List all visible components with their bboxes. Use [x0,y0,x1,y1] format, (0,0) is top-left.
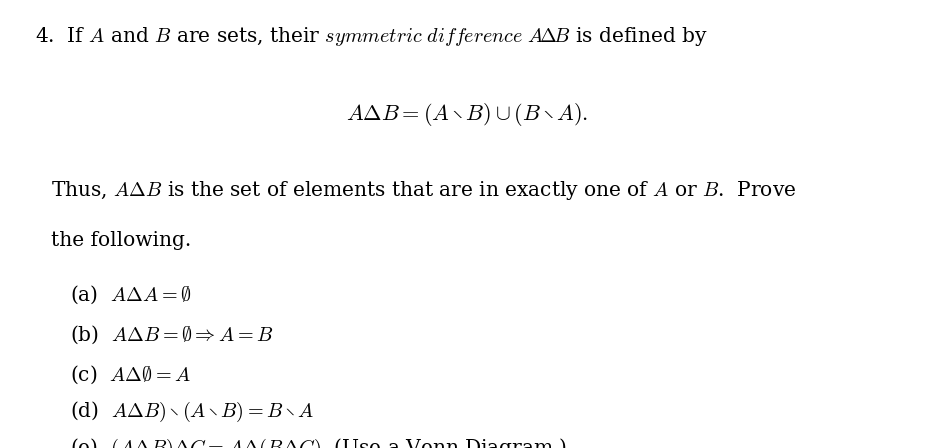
Text: Thus, $A\Delta B$ is the set of elements that are in exactly one of $A$ or $B$. : Thus, $A\Delta B$ is the set of elements… [51,179,797,202]
Text: (e)  $(A\Delta B)\Delta C = A\Delta(B\Delta C)$  (Use a Venn Diagram.): (e) $(A\Delta B)\Delta C = A\Delta(B\Del… [70,437,567,448]
Text: (c)  $A\Delta\emptyset = A$: (c) $A\Delta\emptyset = A$ [70,364,191,386]
Text: 4.  If $\mathit{A}$ and $\mathit{B}$ are sets, their $\mathit{symmetric\ differe: 4. If $\mathit{A}$ and $\mathit{B}$ are … [35,25,708,47]
Text: (d)  $A\Delta B) \setminus (A \setminus B) = B \setminus A$: (d) $A\Delta B) \setminus (A \setminus B… [70,400,314,424]
Text: the following.: the following. [51,231,191,250]
Text: (a)  $A\Delta A = \emptyset$: (a) $A\Delta A = \emptyset$ [70,283,191,306]
Text: (b)  $A\Delta B = \emptyset \Rightarrow A = B$: (b) $A\Delta B = \emptyset \Rightarrow A… [70,323,274,346]
Text: $A\Delta B = (A \setminus B) \cup (B \setminus A).$: $A\Delta B = (A \setminus B) \cup (B \se… [346,101,588,128]
